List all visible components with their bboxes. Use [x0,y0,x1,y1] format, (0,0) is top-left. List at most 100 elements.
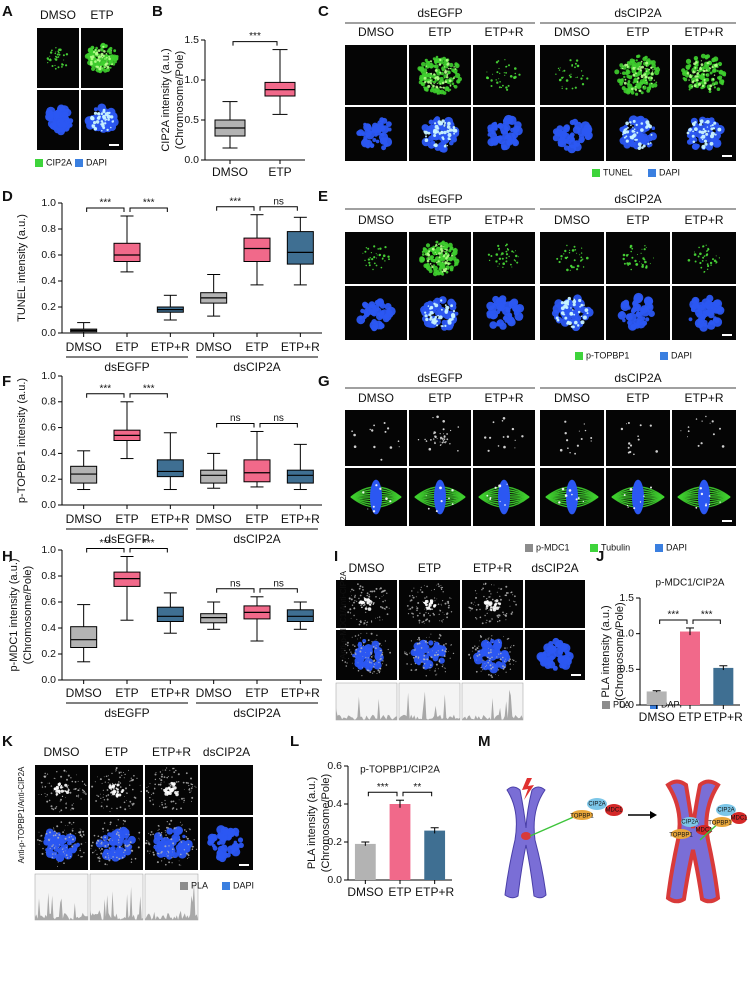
signal [57,54,59,56]
legend-label: DAPI [671,350,692,360]
signal [445,671,446,672]
signal [629,121,631,123]
signal [51,805,53,807]
signal [439,487,442,490]
signal [386,664,388,666]
signal [216,851,225,860]
signal [426,596,427,597]
signal [424,597,426,599]
signal [448,605,450,607]
group-label: dsCIP2A [614,371,661,385]
signal [117,788,119,790]
signal [581,259,583,261]
signal [387,256,389,258]
x-tick-label: DMSO [212,165,248,179]
column-label: ETP [428,25,451,39]
signal [121,775,122,776]
signal [377,673,378,674]
signal [57,51,59,53]
signal [426,604,428,606]
signal [652,69,653,70]
signal [380,655,381,656]
signal [436,324,438,326]
signal [172,768,174,770]
signal [574,321,578,325]
signal [148,792,149,793]
signal [438,120,442,124]
signal [181,825,182,826]
signal [168,787,170,789]
signal [450,658,451,659]
signal [411,607,413,609]
signal [444,325,446,327]
signal [506,89,508,91]
signal [439,242,442,245]
signal [559,140,564,145]
signal [131,859,132,860]
signal [384,590,385,591]
signal [440,433,441,434]
signal [362,253,363,254]
signal [425,600,427,602]
signal [703,70,705,72]
signal [380,606,382,608]
signal [73,822,74,823]
signal [115,771,116,772]
signal [166,828,173,835]
micrograph [606,286,670,340]
signal [498,617,500,619]
micrograph [81,28,123,88]
signal [694,67,696,69]
signal [81,829,82,830]
signal [490,497,492,499]
signal [107,853,108,854]
signal [415,670,416,671]
signal [703,74,705,76]
micrograph [35,765,88,815]
signal [427,266,432,271]
signal [56,57,58,59]
signal [633,59,636,62]
signal [700,267,702,269]
signal [101,112,104,115]
signal [448,607,450,609]
signal [438,244,439,245]
signal [149,843,150,844]
signal [50,58,52,60]
signal [622,86,626,90]
column-label: ETP [626,391,649,405]
signal [719,428,721,430]
signal [365,652,366,653]
signal [476,593,477,594]
signal [504,667,505,668]
signal [435,241,438,244]
signal [170,820,172,822]
signal [138,832,140,834]
signal [146,790,148,792]
signal [154,789,155,790]
signal [639,261,640,262]
signal [434,641,435,642]
signal [443,131,446,134]
signal [718,76,722,80]
signal [577,445,579,447]
signal [638,63,640,65]
signal [698,83,701,86]
signal [559,79,561,81]
signal [79,831,81,833]
signal [112,120,114,122]
signal [65,797,66,798]
signal [510,669,511,670]
signal [50,839,51,840]
signal [417,662,421,666]
signal [618,311,626,319]
signal [501,252,504,255]
signal [443,87,445,89]
signal [186,836,188,838]
signal [621,78,624,81]
signal [422,622,423,623]
signal [98,835,100,837]
signal [638,133,644,139]
signal [71,846,73,848]
signal [699,253,702,256]
